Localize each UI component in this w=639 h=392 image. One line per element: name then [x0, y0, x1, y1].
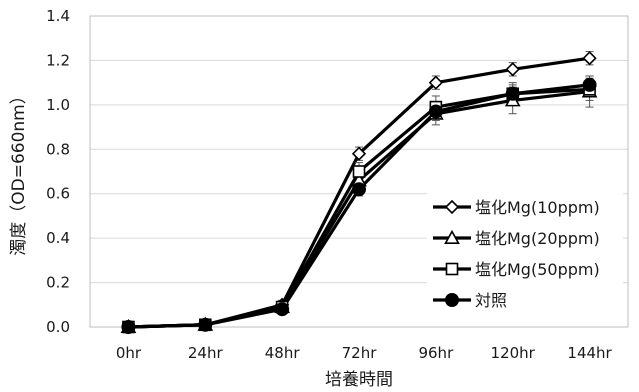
- y-tick-label: 0.2: [46, 274, 70, 292]
- y-tick-label: 0.6: [46, 185, 70, 203]
- y-tick-label: 0.4: [46, 229, 70, 247]
- axis-layer: [89, 15, 629, 328]
- y-tick-label: 1.4: [46, 7, 70, 25]
- data-point-circle: [445, 293, 459, 307]
- y-tick-labels: 0.0 0.2 0.4 0.6 0.8 1.0 1.2 1.4: [46, 7, 70, 336]
- data-point-circle: [505, 86, 520, 101]
- y-tick-label: 0.0: [46, 318, 70, 336]
- legend-item: 塩化Mg(20ppm): [433, 229, 600, 248]
- x-tick-label: 96hr: [418, 344, 454, 362]
- series-layer: [120, 51, 598, 335]
- legend-item: 塩化Mg(50ppm): [433, 260, 600, 279]
- legend-label: 対照: [475, 291, 507, 310]
- data-point-circle: [352, 182, 366, 197]
- y-tick-label: 1.0: [46, 96, 70, 114]
- legend: 塩化Mg(10ppm) 塩化Mg(20ppm) 塩化Mg(50ppm) 対照: [427, 189, 623, 313]
- x-tick-labels: 0hr 24hr 48hr 72hr 96hr 120hr 144hr: [116, 344, 613, 362]
- legend-label: 塩化Mg(20ppm): [475, 229, 600, 248]
- x-tick-label: 144hr: [567, 344, 612, 362]
- x-tick-label: 120hr: [491, 344, 536, 362]
- data-point-circle: [582, 77, 597, 92]
- data-point-diamond: [428, 75, 443, 90]
- x-tick-label: 0hr: [116, 344, 142, 362]
- data-point-diamond: [351, 146, 367, 161]
- data-point-square: [445, 262, 459, 276]
- data-point-circle: [428, 104, 443, 119]
- plot-area-frame: [89, 15, 629, 328]
- data-point-diamond: [444, 199, 460, 215]
- data-point-diamond: [582, 51, 597, 66]
- data-point-circle: [121, 320, 136, 334]
- y-tick-label: 1.2: [46, 51, 70, 69]
- series-markers-3: [121, 77, 597, 334]
- data-point-triangle: [444, 229, 460, 244]
- legend-background: [427, 189, 623, 313]
- x-axis-title: 培養時間: [325, 370, 393, 390]
- data-point-circle: [198, 317, 213, 332]
- legend-item: 塩化Mg(10ppm): [433, 198, 600, 217]
- legend-item: 対照: [433, 291, 507, 310]
- y-tick-label: 0.8: [46, 140, 70, 158]
- legend-label: 塩化Mg(50ppm): [475, 260, 600, 279]
- data-point-circle: [275, 302, 290, 317]
- x-tick-label: 24hr: [188, 344, 224, 362]
- y-axis-title: 濁度（OD=660nm）: [9, 87, 29, 256]
- legend-label: 塩化Mg(10ppm): [475, 198, 600, 217]
- x-tick-label: 72hr: [342, 344, 378, 362]
- data-point-diamond: [505, 62, 520, 77]
- data-point-square: [352, 165, 366, 178]
- x-tick-label: 48hr: [265, 344, 301, 362]
